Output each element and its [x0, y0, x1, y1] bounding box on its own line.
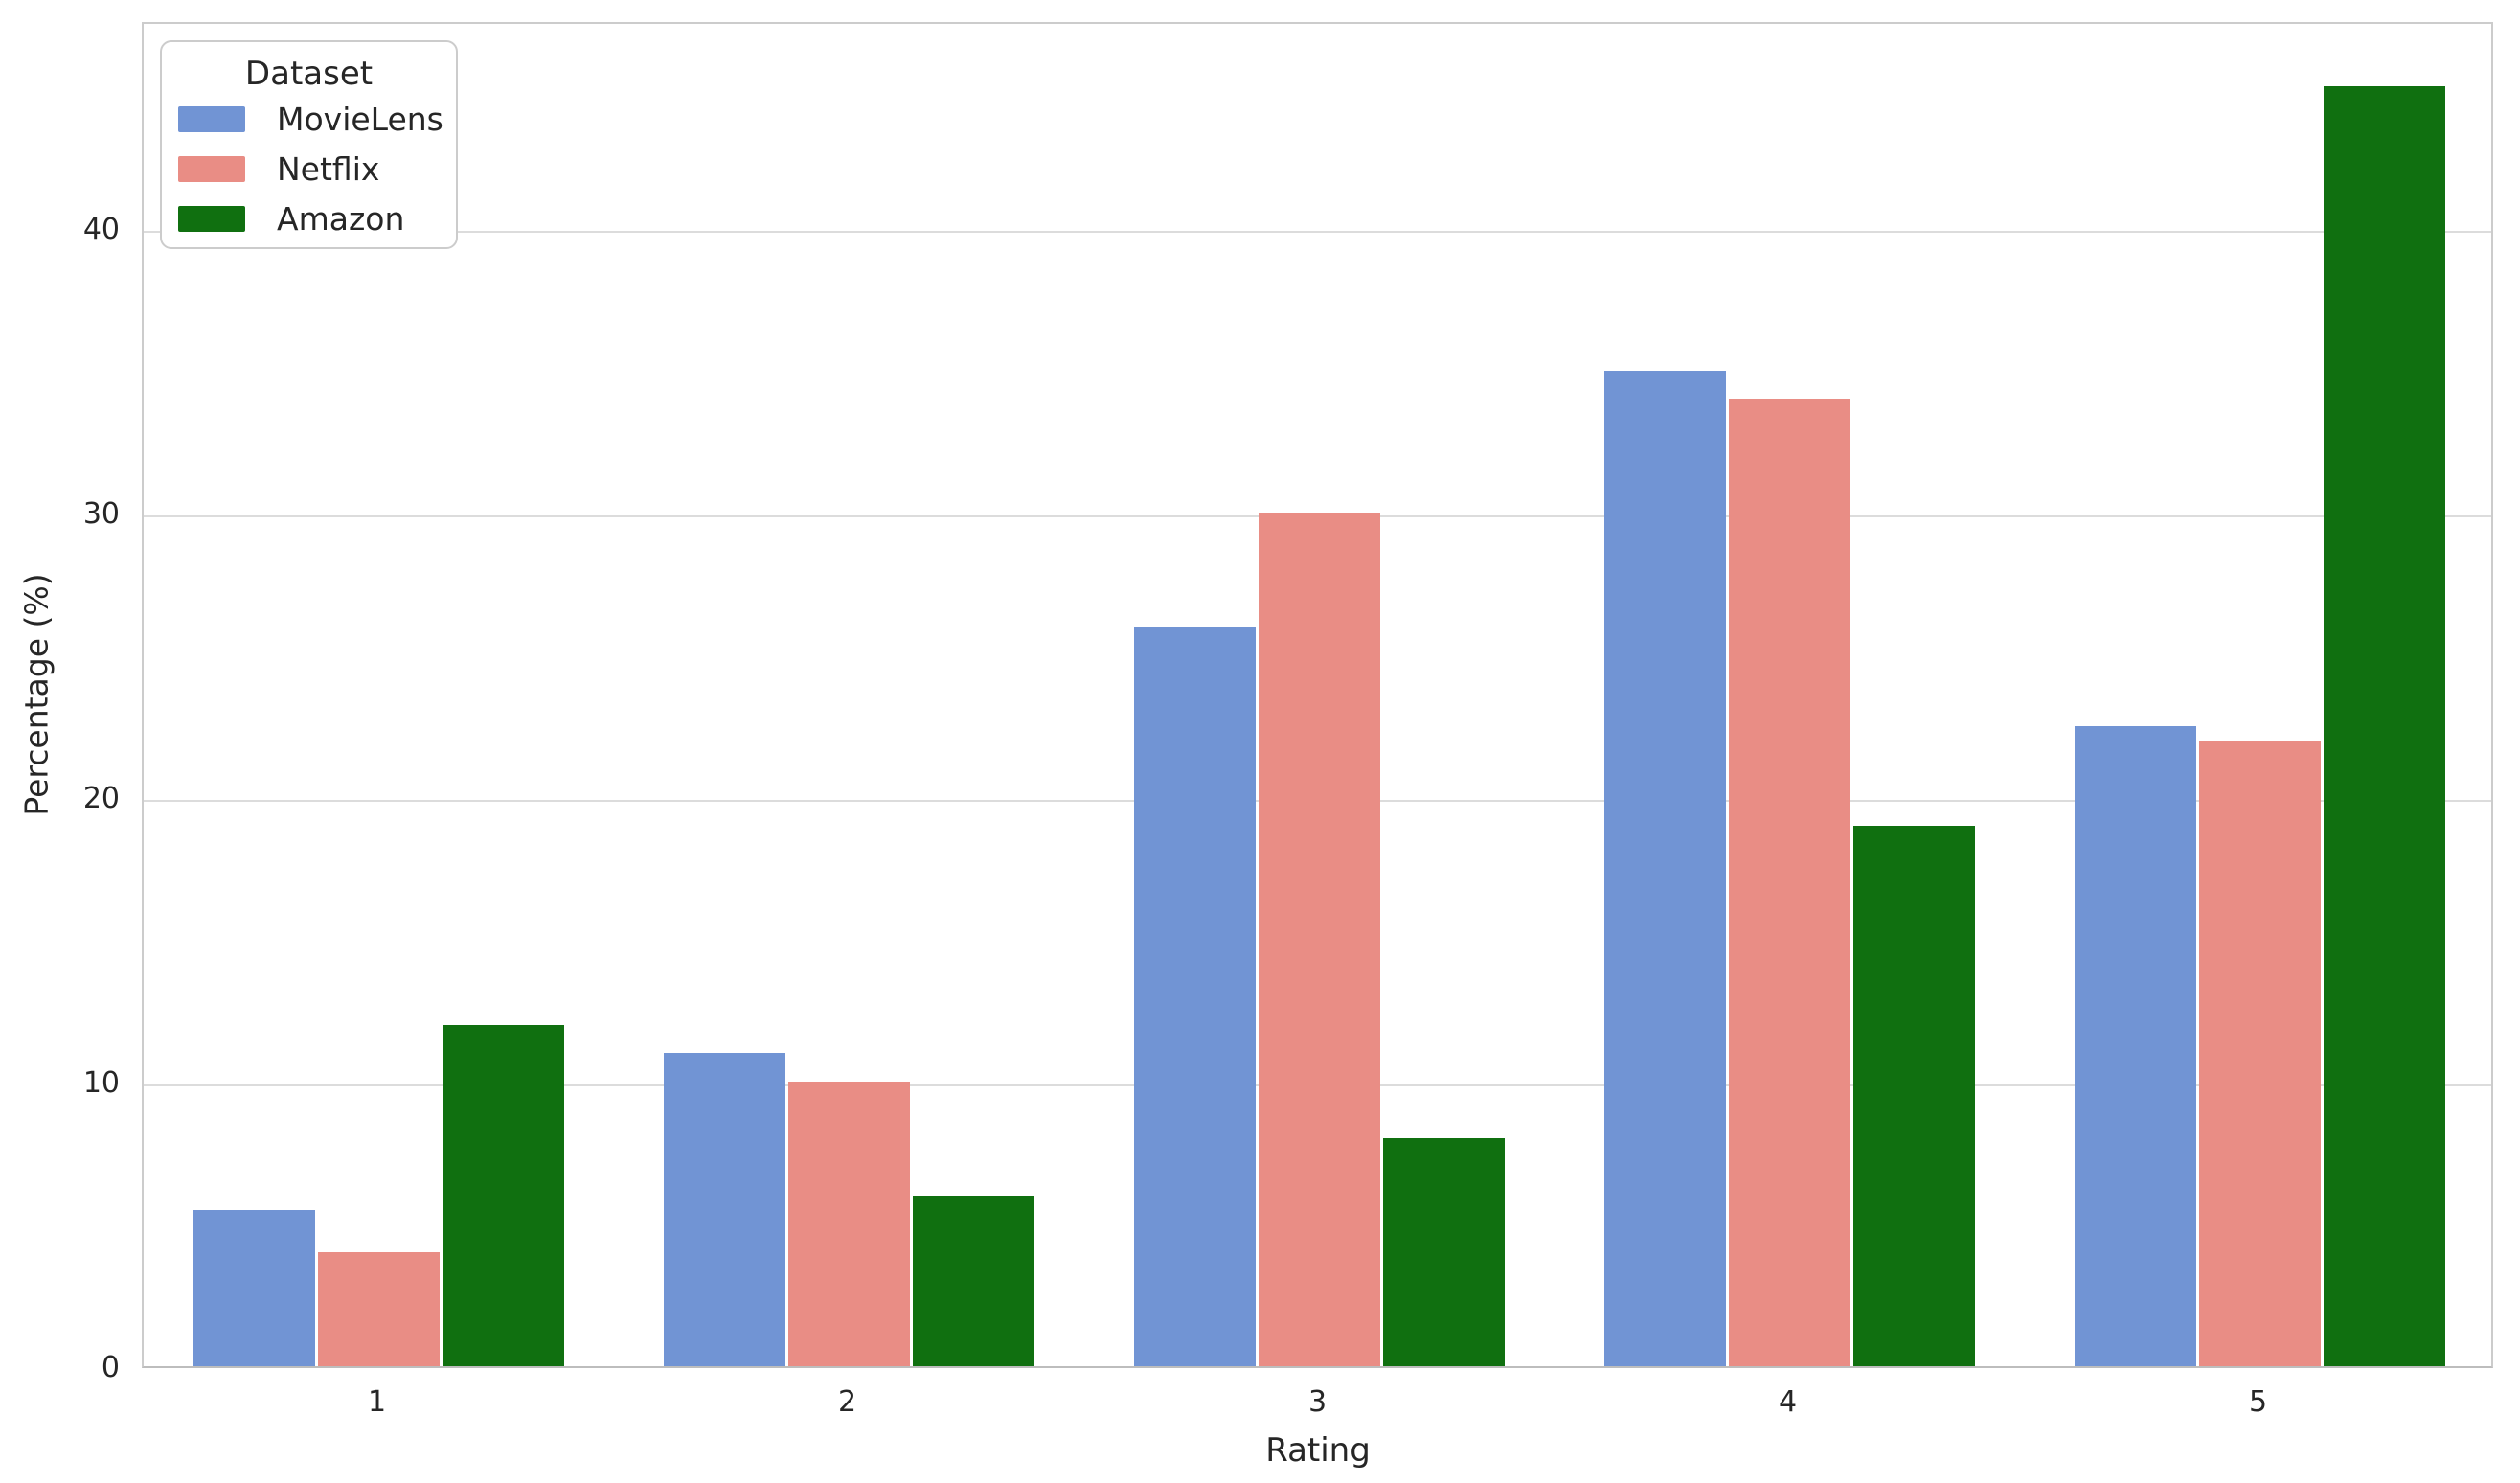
x-tick-label-4: 4 [1778, 1385, 1798, 1419]
bar-netflix-rating-1 [318, 1252, 440, 1366]
y-tick-label-40: 40 [82, 213, 120, 246]
bar-netflix-rating-3 [1259, 513, 1380, 1366]
bar-amazon-rating-5 [2324, 85, 2445, 1366]
x-tick-label-1: 1 [367, 1385, 387, 1419]
legend-item-amazon: Amazon [162, 194, 456, 243]
legend-item-movielens: MovieLens [162, 94, 456, 144]
legend-swatch-netflix [178, 155, 245, 182]
legend-label-netflix: Netflix [277, 149, 380, 188]
legend-title: Dataset [244, 55, 374, 93]
bar-movielens-rating-2 [664, 1053, 785, 1366]
x-tick-label-2: 2 [837, 1385, 857, 1419]
legend-swatch-movielens [178, 105, 245, 132]
legend-label-amazon: Amazon [277, 199, 405, 238]
x-tick-label-3: 3 [1307, 1385, 1328, 1419]
legend-item-netflix: Netflix [162, 144, 456, 194]
y-tick-label-30: 30 [82, 497, 120, 531]
legend-items: MovieLens Netflix Amazon [162, 94, 456, 243]
bar-netflix-rating-5 [2199, 740, 2321, 1366]
bar-movielens-rating-1 [193, 1209, 315, 1366]
bar-netflix-rating-4 [1729, 399, 1850, 1366]
legend: Dataset MovieLens Netflix Amazon [160, 40, 458, 249]
y-axis-label: Percentage (%) [17, 573, 56, 816]
x-tick-label-5: 5 [2248, 1385, 2268, 1419]
y-tick-label-0: 0 [101, 1351, 120, 1384]
legend-swatch-amazon [178, 205, 245, 232]
bar-amazon-rating-2 [913, 1195, 1034, 1366]
bar-movielens-rating-5 [2075, 725, 2196, 1366]
gridline-y-40 [144, 231, 2491, 233]
legend-label-movielens: MovieLens [277, 100, 443, 138]
bar-movielens-rating-3 [1134, 626, 1256, 1366]
bar-amazon-rating-1 [443, 1024, 564, 1366]
x-axis-label: Rating [1265, 1431, 1371, 1470]
bar-amazon-rating-3 [1383, 1138, 1505, 1366]
bar-amazon-rating-4 [1853, 825, 1975, 1366]
plot-area [142, 22, 2493, 1368]
bar-netflix-rating-2 [788, 1082, 910, 1366]
y-tick-label-10: 10 [82, 1066, 120, 1100]
bar-movielens-rating-4 [1604, 370, 1726, 1366]
y-tick-label-20: 20 [82, 782, 120, 815]
